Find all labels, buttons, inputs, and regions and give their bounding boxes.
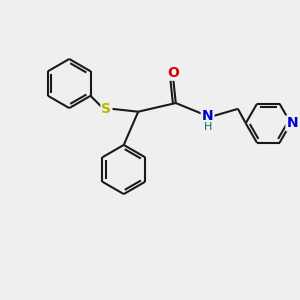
Text: N: N <box>286 116 298 130</box>
Text: H: H <box>203 122 212 132</box>
Text: O: O <box>167 66 179 80</box>
Text: N: N <box>202 109 213 123</box>
Text: S: S <box>101 102 111 116</box>
